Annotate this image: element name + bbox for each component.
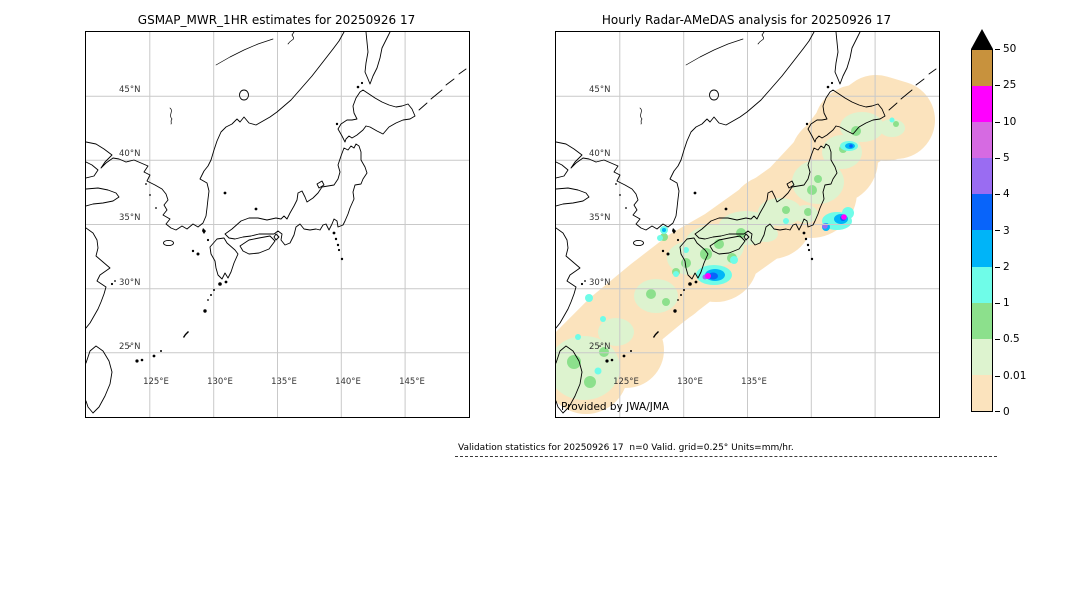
lon-tick-125e: 125°E (613, 377, 639, 387)
colorbar-label-001: 0.01 (1003, 370, 1027, 382)
colorbar-tick (995, 339, 1000, 340)
colorbar-segment-001-05 (972, 338, 992, 375)
map-panel-radar-amedas: 45°N 40°N 35°N 30°N 25°N 125°E 130°E 135… (555, 31, 940, 418)
lat-tick-45n: 45°N (119, 85, 141, 95)
colorbar-segment-2-3 (972, 230, 992, 267)
data-credit: Provided by JWA/JMA (561, 401, 670, 413)
colorbar-label-10: 10 (1003, 116, 1017, 128)
radar-amedas-map (556, 32, 939, 417)
lon-tick-140e: 140°E (335, 377, 361, 387)
colorbar-tick (995, 158, 1000, 159)
colorbar-segment-3-4 (972, 194, 992, 231)
lon-tick-130e: 130°E (677, 377, 703, 387)
colorbar-tick (995, 49, 1000, 50)
colorbar-over-triangle (971, 29, 993, 49)
colorbar-segment-5-10 (972, 122, 992, 159)
map-panel-gsmap: 45°N 40°N 35°N 30°N 25°N 125°E 130°E 135… (85, 31, 470, 418)
colorbar-segment-1-2 (972, 266, 992, 303)
colorbar-label-3: 3 (1003, 225, 1010, 237)
validation-statistics-text: Validation statistics for 20250926 17 n=… (458, 443, 794, 453)
colorbar-label-1: 1 (1003, 297, 1010, 309)
lon-tick-130e: 130°E (207, 377, 233, 387)
colorbar-segment-4-5 (972, 158, 992, 195)
gsmap-map (86, 32, 469, 417)
lon-tick-135e: 135°E (741, 377, 767, 387)
colorbar-segment-25-50 (972, 50, 992, 87)
colorbar-label-05: 0.5 (1003, 333, 1020, 345)
lat-tick-25n: 25°N (589, 342, 611, 352)
colorbar-segment-10-25 (972, 86, 992, 123)
colorbar-label-25: 25 (1003, 79, 1017, 91)
colorbar-segment-0-001 (972, 374, 992, 411)
colorbar-tick (995, 122, 1000, 123)
lat-tick-40n: 40°N (119, 149, 141, 159)
colorbar-tick (995, 85, 1000, 86)
lat-tick-30n: 30°N (589, 278, 611, 288)
lat-tick-40n: 40°N (589, 149, 611, 159)
colorbar-tick (995, 267, 1000, 268)
colorbar (971, 49, 993, 412)
colorbar-tick (995, 230, 1000, 231)
colorbar-tick (995, 376, 1000, 377)
colorbar-label-0: 0 (1003, 406, 1010, 418)
lat-tick-45n: 45°N (589, 85, 611, 95)
lat-tick-30n: 30°N (119, 278, 141, 288)
colorbar-segment-05-1 (972, 302, 992, 339)
colorbar-tick (995, 411, 1000, 412)
colorbar-label-4: 4 (1003, 188, 1010, 200)
lat-tick-35n: 35°N (589, 213, 611, 223)
colorbar-tick (995, 303, 1000, 304)
lat-tick-35n: 35°N (119, 213, 141, 223)
panel-title-gsmap: GSMAP_MWR_1HR estimates for 20250926 17 (137, 13, 416, 27)
colorbar-label-50: 50 (1003, 43, 1017, 55)
colorbar-tick (995, 194, 1000, 195)
panel-title-radar-amedas: Hourly Radar-AMeDAS analysis for 2025092… (601, 13, 892, 27)
lon-tick-145e: 145°E (399, 377, 425, 387)
colorbar-label-2: 2 (1003, 261, 1010, 273)
lon-tick-125e: 125°E (143, 377, 169, 387)
colorbar-label-5: 5 (1003, 152, 1010, 164)
lon-tick-135e: 135°E (271, 377, 297, 387)
dashed-separator-line (455, 456, 997, 457)
lat-tick-25n: 25°N (119, 342, 141, 352)
